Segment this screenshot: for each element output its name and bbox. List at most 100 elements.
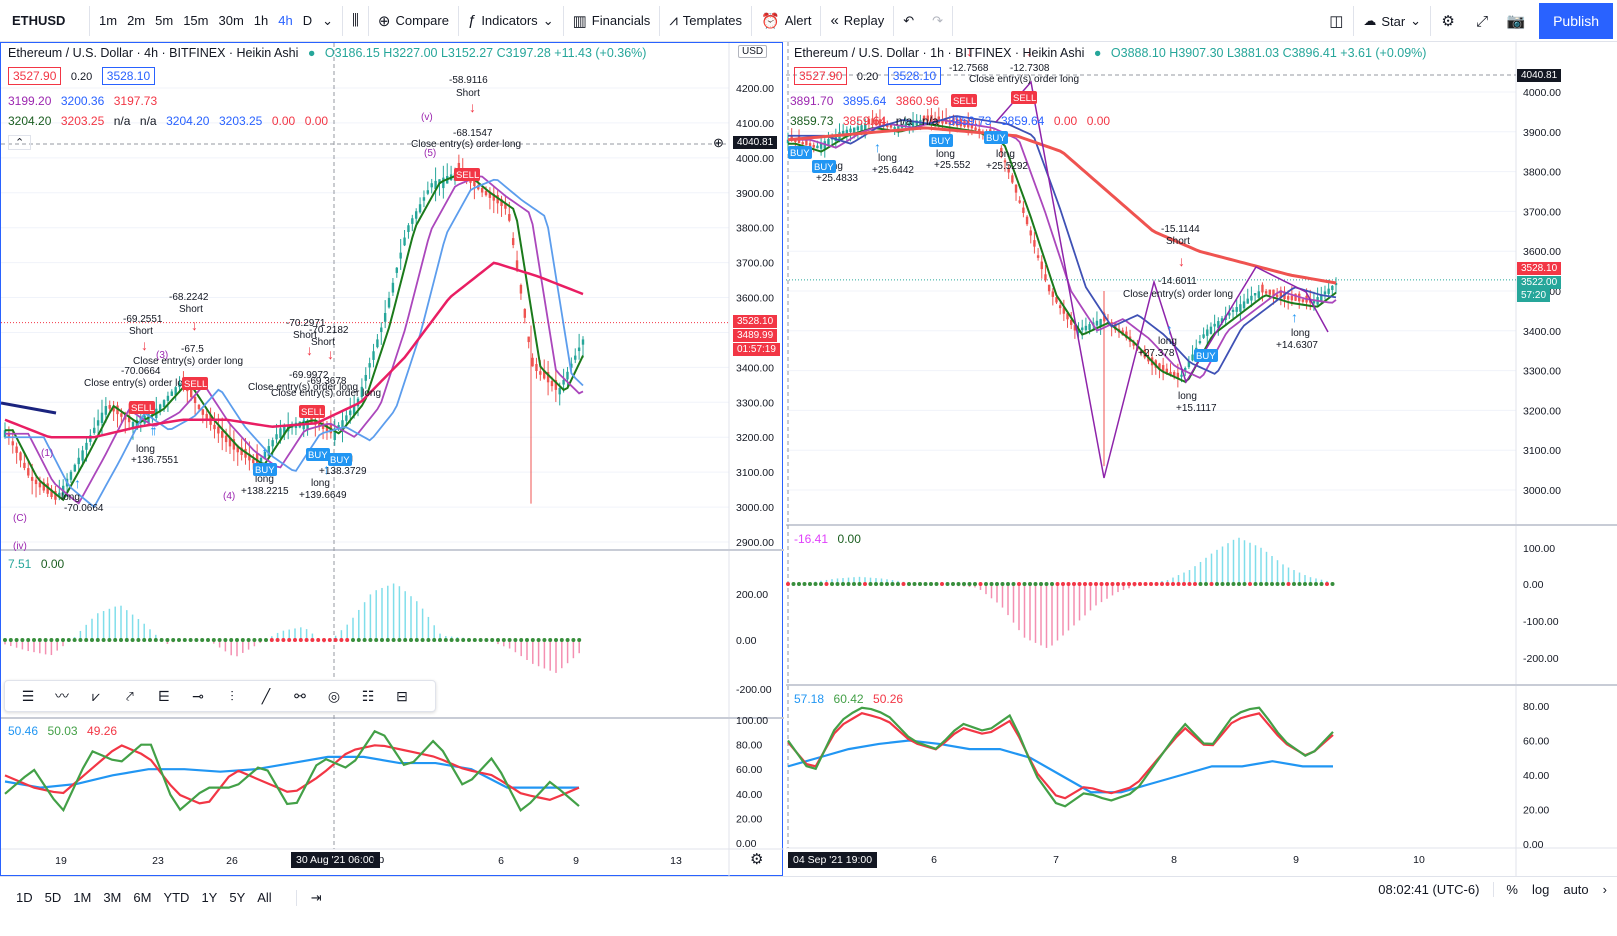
right-chart-canvas[interactable]: 4000.003900.003800.003700.003600.003500.…	[786, 42, 1617, 876]
right-price-tick: 3900.00	[1523, 127, 1561, 139]
right-chart[interactable]: 4000.003900.003800.003700.003600.003500.…	[786, 42, 1617, 876]
gann-icon[interactable]: 〰	[55, 688, 69, 704]
macd-dot	[1143, 582, 1148, 586]
candle-body	[1062, 307, 1066, 314]
candle-body	[808, 143, 812, 147]
percent-toggle[interactable]: %	[1493, 881, 1518, 897]
macd-dot	[525, 638, 529, 642]
macd-dot	[1066, 582, 1071, 586]
symbol-search[interactable]: ETHUSD	[4, 5, 90, 36]
star-button[interactable]: ☁ Star ⌄	[1353, 6, 1432, 36]
left-ma-1: 3199.20	[8, 94, 52, 108]
alert-button[interactable]: ⏰ Alert	[752, 5, 822, 36]
buy-signal	[984, 131, 1008, 144]
auto-toggle[interactable]: auto	[1563, 881, 1589, 897]
replay-button[interactable]: « Replay	[821, 5, 895, 36]
right-bid[interactable]: 3527.90	[794, 67, 848, 85]
range-ytd[interactable]: YTD	[163, 890, 190, 905]
macd-dot	[1209, 582, 1214, 586]
macd-dot	[1061, 582, 1065, 586]
macd-dot	[1105, 582, 1109, 586]
candle-body	[871, 118, 874, 125]
clock[interactable]: 08:02:41 (UTC-6)	[1378, 881, 1480, 897]
curve-icon[interactable]: ◎	[327, 687, 341, 704]
right-macd-val-2: 0.00	[837, 532, 861, 546]
candle-body	[19, 452, 22, 461]
interval-15m[interactable]: 15m	[183, 13, 209, 28]
macd-dot	[1303, 582, 1307, 586]
candle-body	[504, 203, 507, 209]
forecast-icon[interactable]: ☷	[361, 687, 375, 704]
interval-2m[interactable]: 2m	[127, 13, 146, 28]
camera-icon[interactable]: 📷	[1506, 13, 1526, 30]
range-all[interactable]: All	[257, 890, 272, 905]
range-6m[interactable]: 6M	[133, 890, 152, 905]
measure-icon[interactable]: ⫶	[230, 687, 234, 704]
financials-button[interactable]: ▥ Financials	[564, 5, 661, 36]
layout-icon[interactable]: ◫	[1329, 13, 1344, 30]
macd-dot	[148, 638, 152, 642]
candle-body	[930, 115, 933, 122]
line-icon[interactable]: ⊸	[192, 687, 204, 704]
left-chart-canvas[interactable]: 4200.00 4100.00 4000.00 3900.00 3800.00 3700.…	[1, 43, 784, 877]
replay-label: Replay	[843, 13, 885, 28]
left-title[interactable]: Ethereum / U.S. Dollar · 4h · BITFINEX ·…	[8, 46, 299, 60]
templates-button[interactable]: ⩘ Templates	[660, 5, 753, 36]
goto-date-icon[interactable]: ⇥	[295, 889, 328, 906]
macd-dot	[1242, 582, 1247, 586]
left-bid[interactable]: 3527.90	[8, 67, 62, 85]
ruler-icon[interactable]: ╱	[261, 687, 271, 704]
range-1d[interactable]: 1D	[16, 890, 33, 905]
pattern-icon[interactable]: ⚯	[294, 687, 306, 704]
interval-5m[interactable]: 5m	[155, 13, 174, 28]
right-title[interactable]: Ethereum / U.S. Dollar · 1h · BITFINEX ·…	[794, 46, 1085, 60]
candle-body	[1261, 284, 1264, 293]
undo-button[interactable]: ↶	[894, 6, 923, 36]
macd-dot	[142, 638, 147, 642]
publish-button[interactable]: Publish	[1539, 3, 1613, 39]
brush-icon[interactable]: ⤤	[126, 687, 134, 704]
chevron-down-icon[interactable]: ⌄	[322, 12, 334, 28]
range-5y[interactable]: 5Y	[229, 890, 246, 905]
right-price-tick: 3800.00	[1523, 167, 1561, 179]
interval-30m[interactable]: 30m	[218, 13, 244, 28]
macd-dot	[95, 638, 100, 642]
macd-dot	[113, 638, 118, 642]
range-3m[interactable]: 3M	[103, 890, 122, 905]
collapse-legend-button[interactable]: ⌃	[8, 135, 32, 150]
chevron-right-icon[interactable]: ›	[1602, 881, 1607, 897]
range-1y[interactable]: 1Y	[201, 890, 218, 905]
redo-button[interactable]: ↷	[923, 5, 954, 36]
fullscreen-icon[interactable]: ⤢	[1476, 12, 1489, 30]
chart-type-button[interactable]: ⫼	[343, 5, 369, 36]
left-countdown: 01:57:19	[733, 343, 780, 356]
candle-body	[1036, 255, 1040, 258]
log-toggle[interactable]: log	[1531, 881, 1550, 897]
interval-1m[interactable]: 1m	[99, 13, 118, 28]
candle-body	[919, 120, 922, 128]
compare-button[interactable]: ⊕ Compare	[369, 5, 459, 36]
left-ma-2: 3200.36	[60, 94, 105, 108]
range-5d[interactable]: 5D	[44, 890, 62, 905]
ellipse-icon[interactable]: ⊟	[396, 687, 408, 704]
zigzag-line	[995, 80, 1329, 479]
chart-settings-icon[interactable]: ⚙	[750, 851, 764, 868]
macd-dot	[571, 638, 576, 642]
settings-icon[interactable]: ⚙	[1441, 13, 1455, 30]
add-alert-icon[interactable]: ⊕	[713, 135, 724, 150]
fib-icon[interactable]: ⋿	[157, 687, 171, 704]
indicators-button[interactable]: ƒ Indicators ⌄	[459, 5, 564, 36]
interval-1h[interactable]: 1h	[253, 13, 269, 28]
macd-dot	[78, 638, 83, 642]
left-chart[interactable]: 4200.00 4100.00 4000.00 3900.00 3800.00 3700.…	[0, 42, 784, 877]
trend-lines-icon[interactable]: ☰	[21, 687, 35, 704]
sell-arrow-icon: ↓	[141, 337, 148, 353]
left-ask[interactable]: 3528.10	[101, 67, 156, 85]
left-currency[interactable]: USD	[738, 45, 768, 58]
candle-body	[395, 267, 398, 273]
range-1m[interactable]: 1M	[73, 890, 92, 905]
right-ask[interactable]: 3528.10	[887, 67, 942, 85]
interval-4h[interactable]: 4h	[278, 13, 293, 28]
patterns-icon[interactable]: ⩗	[92, 687, 100, 704]
interval-d[interactable]: D	[302, 13, 313, 28]
